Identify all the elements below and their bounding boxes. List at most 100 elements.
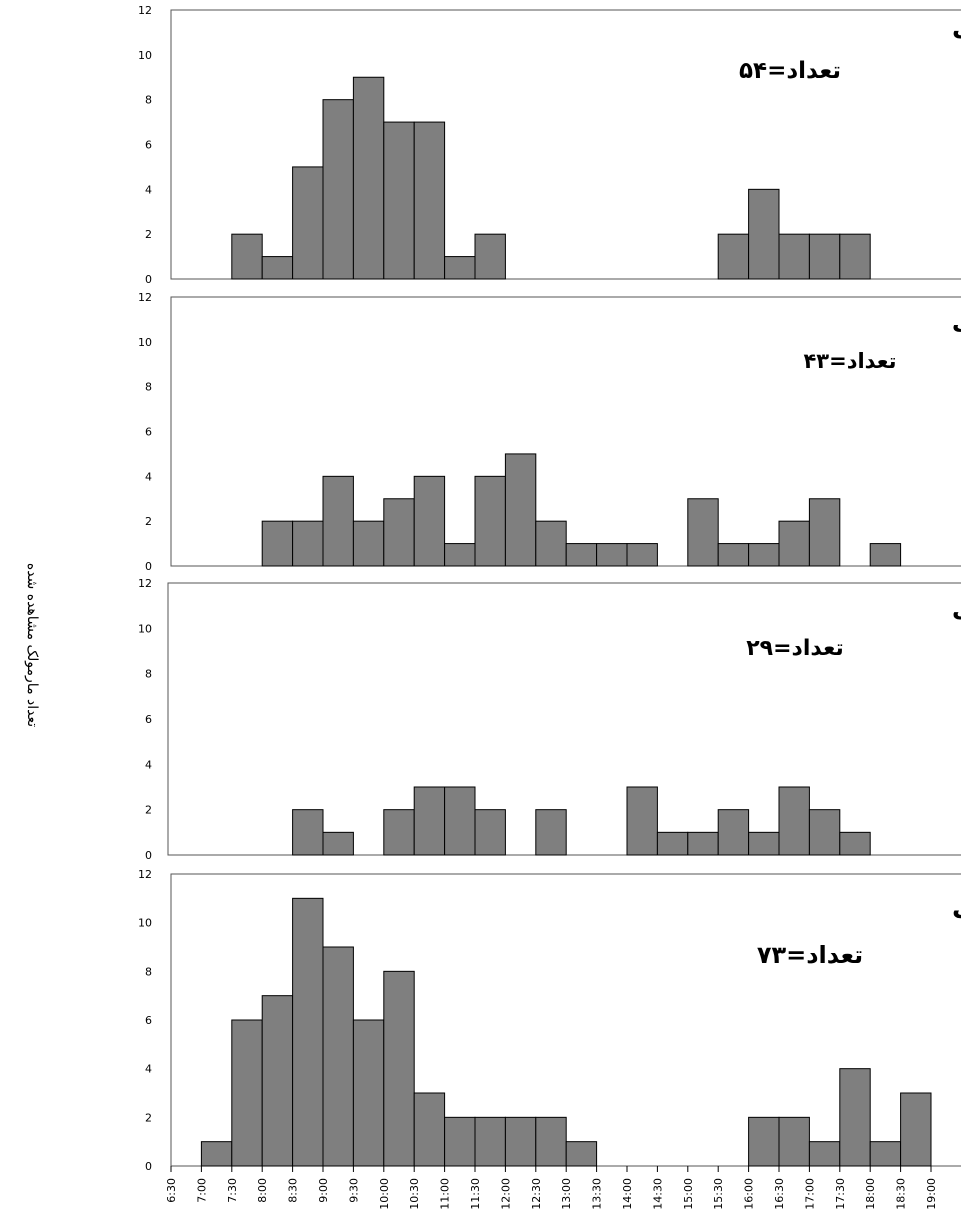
y-tick-label: 2 xyxy=(145,804,152,817)
y-tick-label: 6 xyxy=(145,139,152,152)
bar xyxy=(292,166,324,280)
x-tick-label: 13:30 xyxy=(591,1178,604,1210)
bar xyxy=(322,475,354,567)
bar xyxy=(474,233,506,280)
x-axis-ticks: 6:30 7:00 7:30 8:00 8:30 9:00 9:30 10:00 10:30 11… xyxy=(165,1166,938,1210)
y-tick-label: 6 xyxy=(145,1014,152,1027)
y-tick-label: 8 xyxy=(145,965,152,978)
y-tick-label: 0 xyxy=(145,849,152,862)
bar xyxy=(900,1092,932,1167)
bar xyxy=(474,1116,506,1167)
y-tick-label: 6 xyxy=(145,713,152,726)
bar xyxy=(383,970,415,1167)
bar xyxy=(535,809,567,856)
y-tick-label: 8 xyxy=(145,668,152,681)
bar xyxy=(839,233,871,280)
x-tick-label: 18:00 xyxy=(864,1178,877,1210)
bar xyxy=(292,897,324,1167)
y-tick-label: 4 xyxy=(145,470,152,483)
x-tick-label: 8:30 xyxy=(287,1178,300,1203)
bar xyxy=(778,520,810,567)
bar xyxy=(808,1141,841,1167)
y-tick-label: 0 xyxy=(145,273,152,286)
panel-title: آگامای سروزغی خاکستری xyxy=(952,594,961,623)
bar xyxy=(261,995,294,1167)
bar xyxy=(474,475,506,567)
panel-count-label: تعداد=۴۳ xyxy=(803,349,896,373)
bar xyxy=(717,233,750,280)
bar xyxy=(535,1116,567,1167)
y-tick-label: 12 xyxy=(138,868,152,881)
bar xyxy=(565,1141,598,1167)
bar xyxy=(626,786,658,856)
bar xyxy=(261,520,294,567)
bar xyxy=(231,1019,263,1167)
bar xyxy=(352,1019,385,1167)
x-tick-label: 13:00 xyxy=(560,1178,573,1210)
bar xyxy=(748,543,780,567)
x-tick-label: 14:30 xyxy=(651,1178,664,1210)
x-tick-label: 12:30 xyxy=(530,1178,543,1210)
panel-4: 0 2 4 6 8 10 12 مسالینای دم دراز بیابانی تعداد=۷… xyxy=(138,868,961,1173)
bar xyxy=(808,498,841,567)
bar xyxy=(656,831,689,856)
panel-count-label: تعداد=۵۴ xyxy=(739,58,841,84)
y-tick-label: 8 xyxy=(145,381,152,394)
bar xyxy=(413,786,446,856)
bar xyxy=(839,1068,871,1167)
bar xyxy=(413,121,446,280)
bar xyxy=(383,498,415,567)
bar xyxy=(322,831,354,856)
bar xyxy=(261,256,294,280)
y-tick-label: 2 xyxy=(145,228,152,241)
bar xyxy=(748,1116,780,1167)
panel-title: آگامای پولک درشت صخره ای xyxy=(952,12,961,43)
bar xyxy=(748,188,780,280)
bar xyxy=(808,809,841,856)
x-tick-label: 12:00 xyxy=(499,1178,512,1210)
bar xyxy=(231,233,263,280)
bar xyxy=(352,520,385,567)
x-tick-label: 7:30 xyxy=(226,1178,239,1203)
y-tick-label: 4 xyxy=(145,758,152,771)
bar xyxy=(383,809,415,856)
bar xyxy=(535,520,567,567)
panel-count-label: تعداد=۷۳ xyxy=(757,941,863,969)
x-tick-label: 8:00 xyxy=(256,1178,269,1203)
bar xyxy=(292,520,324,567)
bar xyxy=(444,1116,476,1167)
bar xyxy=(413,475,446,567)
bar xyxy=(474,809,506,856)
bar xyxy=(596,543,628,567)
y-tick-label: 12 xyxy=(138,291,152,304)
bar xyxy=(839,831,871,856)
y-tick-label: 0 xyxy=(145,560,152,573)
bar xyxy=(200,1141,233,1167)
x-tick-label: 10:00 xyxy=(378,1178,391,1210)
panel-count-label: تعداد=۲۹ xyxy=(746,636,844,661)
x-tick-label: 15:30 xyxy=(712,1178,725,1210)
x-tick-label: 17:30 xyxy=(834,1178,847,1210)
bar xyxy=(778,233,810,280)
bar xyxy=(748,831,780,856)
y-tick-label: 10 xyxy=(138,917,152,930)
panel-title: مسالینای دم دراز بیابانی xyxy=(952,892,961,922)
y-tick-label: 8 xyxy=(145,94,152,107)
y-tick-label: 10 xyxy=(138,336,152,349)
y-tick-label: 2 xyxy=(145,1111,152,1124)
panel-1: 0 2 4 6 8 10 12 آگامای پولک درشت صخره ای تعداد=۵… xyxy=(138,4,961,286)
bar xyxy=(504,453,537,567)
x-tick-label: 16:30 xyxy=(773,1178,786,1210)
y-tick-label: 4 xyxy=(145,1063,152,1076)
bar xyxy=(352,76,385,280)
bar xyxy=(869,1141,902,1167)
panel-2: 0 2 4 6 8 10 12 آگامای چابک تعداد=۴۳ xyxy=(138,291,961,573)
x-tick-label: 11:00 xyxy=(439,1178,452,1210)
x-tick-label: 11:30 xyxy=(469,1178,482,1210)
x-tick-label: 9:00 xyxy=(317,1178,330,1203)
bar xyxy=(444,256,476,280)
bar xyxy=(717,543,750,567)
x-tick-label: 10:30 xyxy=(408,1178,421,1210)
y-tick-label: 10 xyxy=(138,622,152,635)
